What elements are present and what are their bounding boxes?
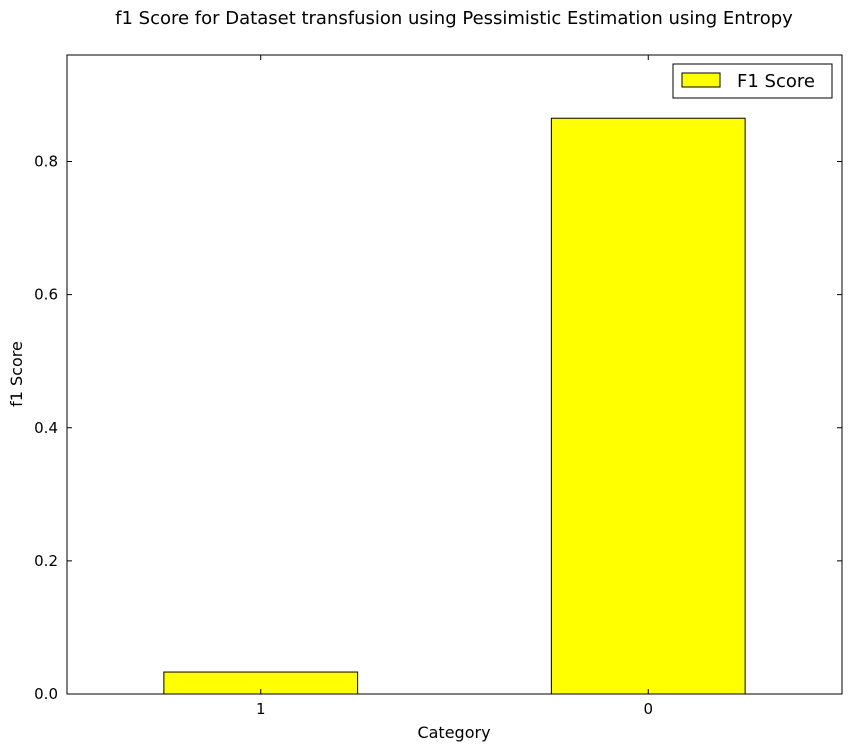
legend: F1 Score	[672, 63, 833, 99]
y-tick-label: 0.2	[34, 552, 58, 570]
bars-layer	[163, 117, 746, 695]
legend-swatch	[681, 72, 721, 88]
x-axis-label: Category	[417, 723, 490, 742]
legend-label: F1 Score	[737, 71, 815, 92]
plot-area-frame	[66, 54, 843, 695]
bar-0	[550, 117, 746, 695]
y-tick-label: 0.0	[34, 685, 58, 703]
y-axis-label: f1 Score	[7, 341, 26, 407]
y-tick-label: 0.6	[34, 286, 58, 304]
y-tick-label: 0.4	[34, 419, 58, 437]
chart-title: f1 Score for Dataset transfusion using P…	[115, 8, 793, 29]
x-tick-label: 0	[643, 700, 653, 718]
legend-box	[672, 63, 833, 99]
x-tick-label: 1	[256, 700, 266, 718]
y-tick-label: 0.8	[34, 153, 58, 171]
ticks-layer: 0.0 0.2 0.4 0.6 0.8 1 0	[34, 55, 842, 718]
